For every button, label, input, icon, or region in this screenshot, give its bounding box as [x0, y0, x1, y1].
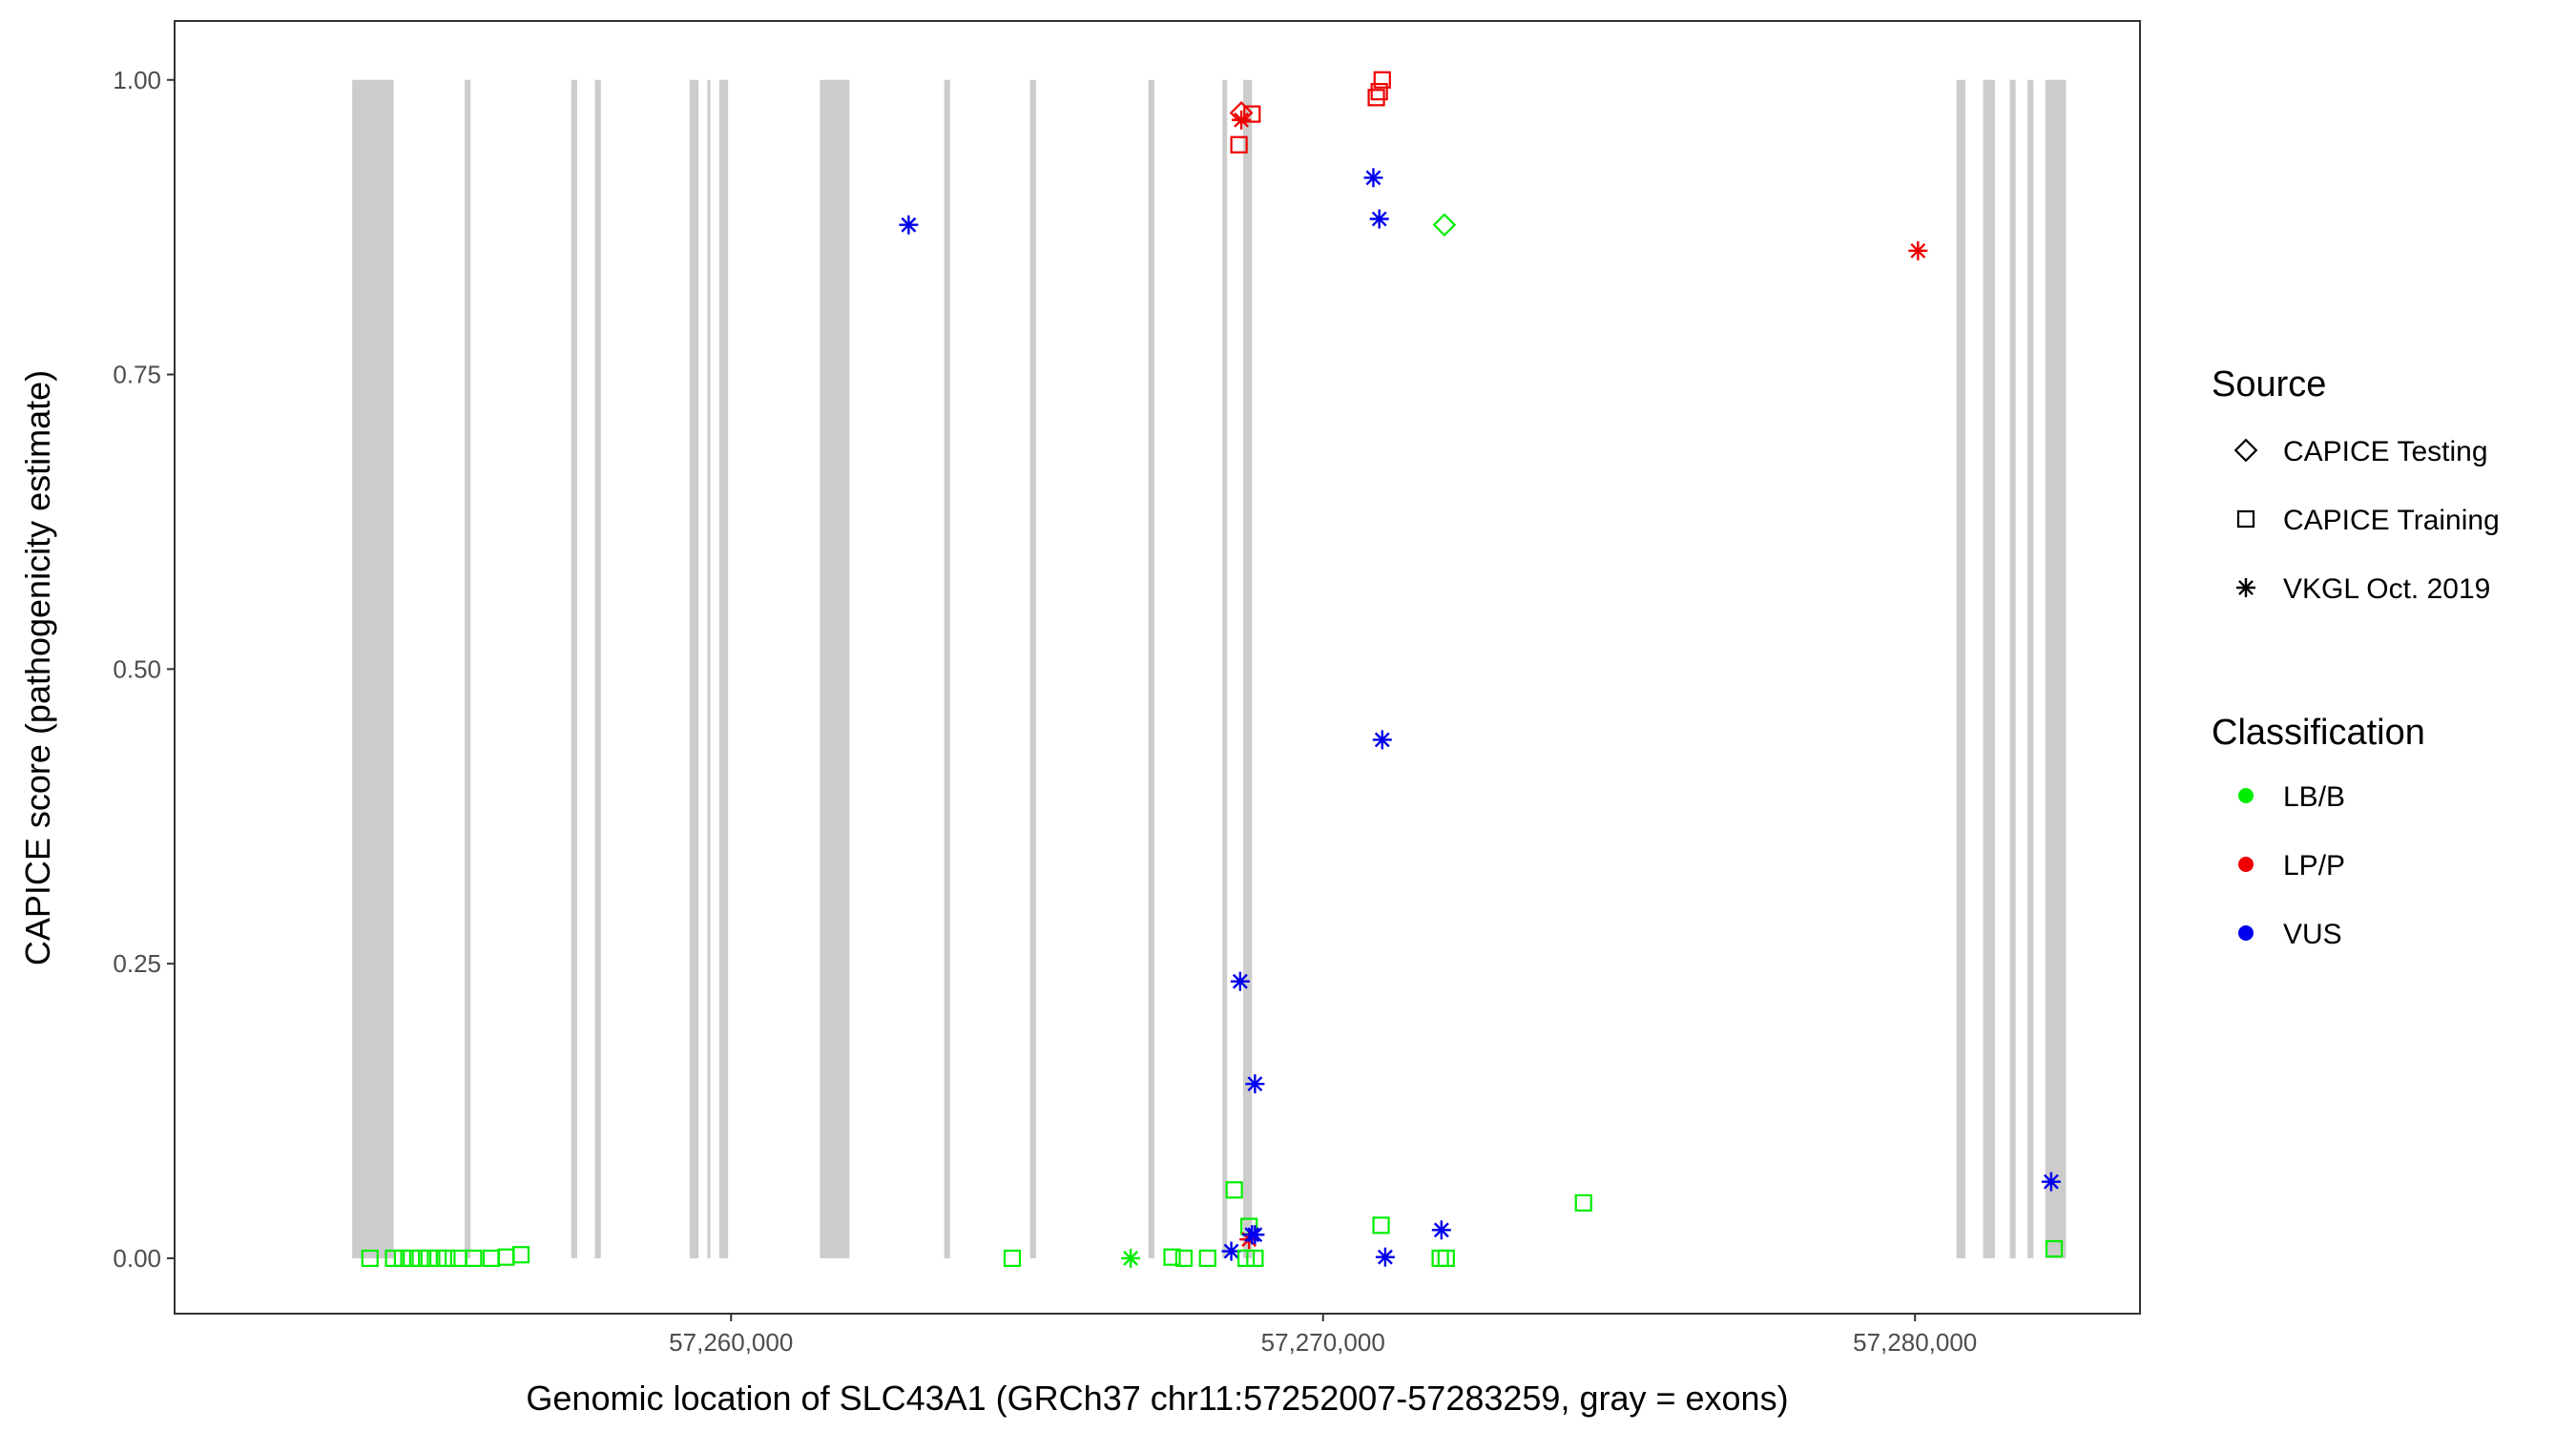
point-capice-training — [482, 1249, 501, 1268]
point-capice-training — [1230, 135, 1248, 154]
point-vkgl — [1375, 1247, 1395, 1267]
exon-bands — [352, 79, 2067, 1258]
legend-key-diamond — [2233, 438, 2258, 463]
point-capice-training — [438, 1249, 456, 1268]
exon-band — [2009, 79, 2016, 1258]
legend-source-label: CAPICE Training — [2283, 505, 2500, 536]
exon-band — [689, 79, 699, 1258]
legend-source-title: Source — [2212, 364, 2326, 404]
point-vkgl — [1245, 1225, 1265, 1245]
point-capice-training — [1236, 1249, 1256, 1268]
legend-source-items: CAPICE Testing CAPICE Training VKGL Oct. 2… — [2233, 436, 2500, 605]
legend-key-dot — [2238, 925, 2254, 941]
exon-band — [820, 79, 850, 1258]
x-axis-title: Genomic location of SLC43A1 (GRCh37 chr1… — [526, 1379, 1788, 1418]
exon-band — [465, 79, 471, 1258]
point-capice-training — [449, 1249, 467, 1268]
exon-band — [571, 79, 577, 1258]
point-capice-training — [1373, 71, 1391, 89]
point-vkgl — [1431, 1220, 1451, 1240]
point-vkgl — [1232, 110, 1252, 130]
y-tick-label: 0.75 — [113, 361, 161, 389]
exon-band — [2045, 79, 2067, 1258]
point-capice-training — [1574, 1193, 1592, 1212]
exon-band — [1148, 79, 1154, 1258]
y-tick-label: 0.50 — [113, 654, 161, 683]
point-capice-training — [1370, 83, 1388, 101]
exon-band — [1222, 79, 1228, 1258]
point-capice-training — [1243, 105, 1261, 123]
legend-classification-label: LB/B — [2283, 781, 2345, 813]
point-vkgl — [1230, 971, 1250, 991]
point-capice-training — [411, 1249, 429, 1268]
legend-key-asterisk — [2236, 578, 2255, 597]
point-capice-training — [1198, 1249, 1216, 1268]
legend-classification-title: Classification — [2212, 713, 2425, 753]
point-vkgl — [1245, 1074, 1265, 1094]
x-tick-label: 57,270,000 — [1261, 1328, 1385, 1357]
exon-band — [1242, 79, 1253, 1258]
point-vkgl — [1908, 240, 1928, 260]
point-capice-training — [384, 1249, 403, 1268]
point-capice-training — [1174, 1249, 1194, 1268]
point-vkgl — [1369, 209, 1389, 229]
point-capice-training — [1003, 1249, 1022, 1268]
point-capice-training — [1372, 1216, 1390, 1234]
point-capice-training — [1163, 1248, 1181, 1266]
legend-classification-label: VUS — [2283, 919, 2342, 950]
point-vkgl — [1221, 1241, 1241, 1261]
y-axis-title: CAPICE score (pathogenicity estimate) — [18, 370, 57, 965]
legend-source-label: CAPICE Testing — [2283, 436, 2488, 467]
point-capice-training — [403, 1249, 421, 1268]
legend-classification-items: LB/B LP/P VUS — [2238, 781, 2345, 950]
point-capice-training — [429, 1249, 447, 1268]
exon-band — [594, 79, 601, 1258]
point-capice-training — [420, 1249, 438, 1268]
exon-band — [1029, 79, 1036, 1258]
point-vkgl — [2041, 1172, 2061, 1192]
x-axis: 57,260,000 57,270,000 57,280,000 — [669, 1314, 1977, 1357]
exon-band — [2027, 79, 2034, 1258]
point-vkgl — [1363, 168, 1383, 188]
point-vkgl — [899, 215, 919, 235]
point-capice-training — [465, 1249, 483, 1268]
point-capice-training — [511, 1246, 530, 1264]
point-vkgl — [1372, 730, 1392, 750]
plot-panel-border — [174, 20, 2141, 1315]
data-points — [361, 71, 2064, 1268]
x-tick-label: 57,280,000 — [1853, 1328, 1977, 1357]
point-capice-training — [2045, 1239, 2064, 1258]
exon-band — [718, 79, 729, 1258]
y-axis: 0.00 0.25 0.50 0.75 1.00 — [113, 66, 175, 1273]
exon-band — [352, 79, 394, 1258]
legend-source-label: VKGL Oct. 2019 — [2283, 573, 2490, 605]
legend-classification-label: LP/P — [2283, 850, 2345, 881]
point-capice-training — [1431, 1249, 1449, 1268]
y-tick-label: 1.00 — [113, 66, 161, 94]
exon-band — [707, 79, 711, 1258]
point-capice-training — [1246, 1249, 1264, 1268]
legend-key-square — [2236, 509, 2255, 529]
point-capice-testing — [1432, 213, 1457, 238]
point-capice-training — [361, 1249, 379, 1268]
point-capice-training — [497, 1248, 515, 1266]
legend: Source CAPICE Testing CAPICE Training VKGL… — [2212, 364, 2500, 950]
legend-key-dot — [2238, 788, 2254, 803]
point-capice-training — [1225, 1181, 1243, 1199]
exon-band — [1956, 79, 1965, 1258]
legend-key-dot — [2238, 857, 2254, 872]
point-capice-training — [1437, 1249, 1455, 1268]
exon-band — [1983, 79, 1995, 1258]
point-vkgl — [1121, 1248, 1141, 1268]
x-tick-label: 57,260,000 — [669, 1328, 793, 1357]
point-capice-training — [1367, 89, 1385, 107]
point-capice-training — [393, 1249, 411, 1268]
exon-band — [944, 79, 950, 1258]
y-tick-label: 0.25 — [113, 949, 161, 978]
y-tick-label: 0.00 — [113, 1244, 161, 1273]
